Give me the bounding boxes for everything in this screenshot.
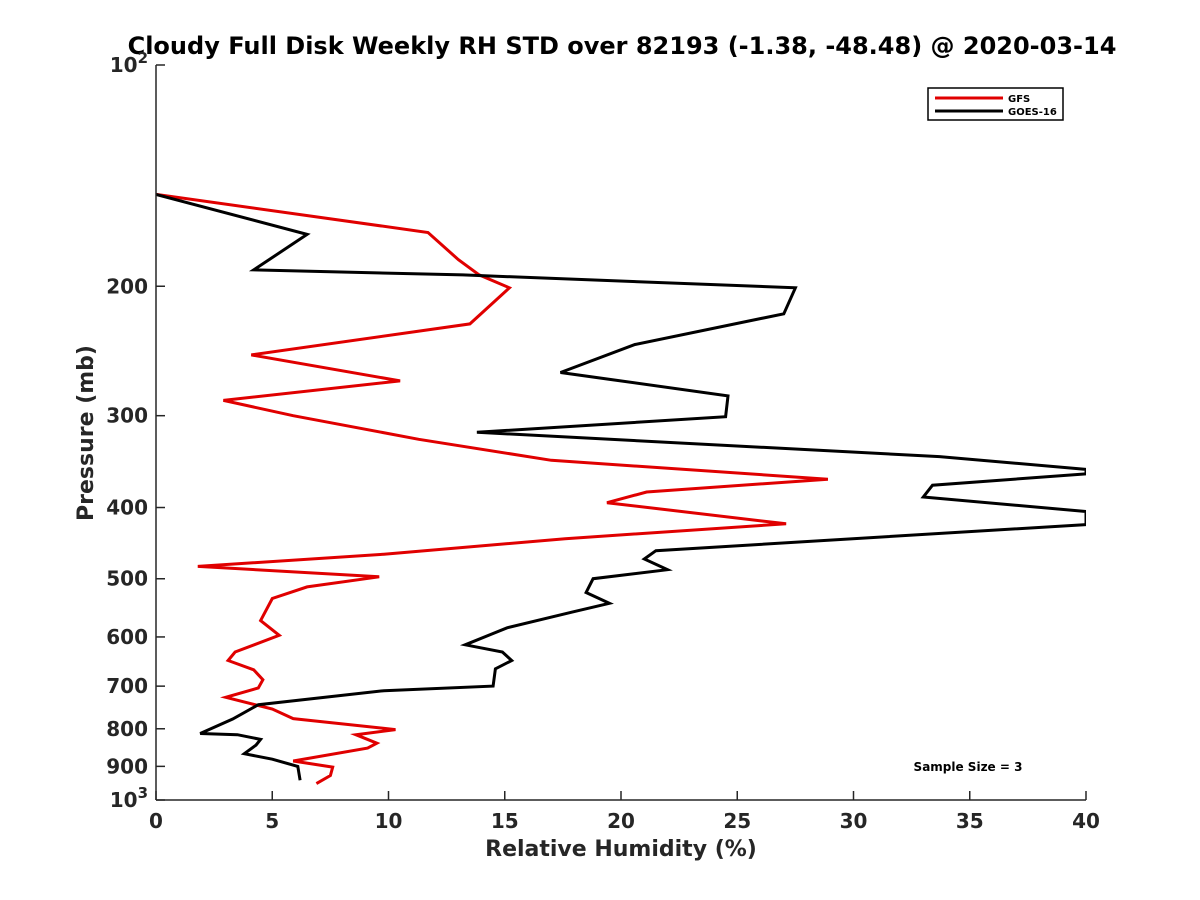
y-tick-label: 200 — [106, 274, 148, 298]
y-axis-label: Pressure (mb) — [74, 345, 99, 521]
x-tick-label: 15 — [491, 809, 519, 833]
y-tick-label: 300 — [106, 404, 148, 428]
x-tick-label: 5 — [265, 809, 279, 833]
legend-label-gfs: GFS — [1008, 94, 1030, 105]
y-tick-label: 400 — [106, 496, 148, 520]
legend-label-goes-16: GOES-16 — [1008, 107, 1057, 118]
x-tick-label: 20 — [607, 809, 635, 833]
series-group — [156, 192, 1086, 785]
x-tick-label: 10 — [375, 809, 403, 833]
x-tick-label: 25 — [723, 809, 751, 833]
y-tick-label: 900 — [106, 754, 148, 778]
chart-title: Cloudy Full Disk Weekly RH STD over 8219… — [128, 32, 1117, 60]
y-tick-label: 103 — [110, 784, 148, 812]
x-tick-label: 35 — [956, 809, 984, 833]
y-tick-label: 600 — [106, 625, 148, 649]
y-tick-label: 700 — [106, 674, 148, 698]
x-tick-label: 30 — [840, 809, 868, 833]
series-line-gfs — [156, 192, 829, 785]
y-tick-label: 500 — [106, 567, 148, 591]
axes: 0 5 10 15 20 25 30 35 40 102 200 300 400 500 600 700 800… — [106, 49, 1100, 833]
x-tick-label: 0 — [149, 809, 163, 833]
legend-box — [927, 87, 1064, 121]
x-axis-label: Relative Humidity (%) — [485, 837, 757, 862]
legend: GFS GOES-16 — [927, 87, 1064, 121]
y-tick-label: 102 — [110, 49, 148, 77]
series-line-goes-16 — [156, 192, 1086, 781]
y-tick-label: 800 — [106, 717, 148, 741]
sample-size-annotation: Sample Size = 3 — [914, 760, 1023, 774]
x-tick-label: 40 — [1072, 809, 1100, 833]
plot-area — [156, 192, 1086, 785]
